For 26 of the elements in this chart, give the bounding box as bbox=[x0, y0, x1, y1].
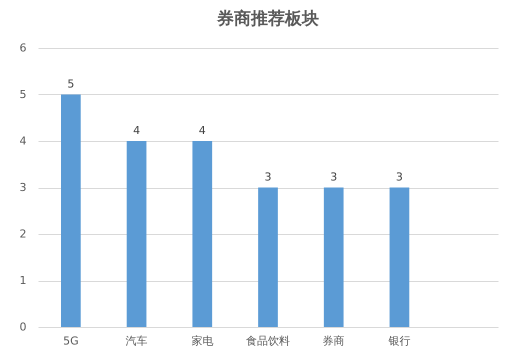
bar bbox=[126, 141, 146, 327]
data-label: 3 bbox=[264, 170, 272, 184]
x-tick-label: 食品饮料 bbox=[246, 334, 290, 348]
y-tick-label: 0 bbox=[20, 320, 26, 334]
data-label: 4 bbox=[198, 124, 206, 137]
data-label: 5 bbox=[67, 78, 74, 90]
y-tick-label: 5 bbox=[20, 88, 26, 101]
data-label: 4 bbox=[133, 124, 140, 137]
x-tick-label: 券商 bbox=[322, 334, 345, 348]
x-tick-label: 汽车 bbox=[126, 334, 148, 348]
y-tick-label: 6 bbox=[20, 42, 26, 54]
data-label: 3 bbox=[330, 170, 338, 184]
bar bbox=[258, 188, 278, 327]
bar bbox=[61, 94, 81, 327]
bar bbox=[192, 141, 212, 327]
bar bbox=[324, 188, 344, 327]
x-tick-label: 5G bbox=[63, 334, 79, 348]
x-tick-label: 家电 bbox=[191, 334, 214, 348]
chart-title: 券商推荐板块 bbox=[216, 9, 319, 29]
y-tick-label: 4 bbox=[20, 134, 26, 148]
bar bbox=[390, 188, 410, 327]
data-label: 3 bbox=[396, 170, 403, 184]
y-tick-label: 2 bbox=[20, 228, 26, 240]
x-tick-label: 银行 bbox=[387, 334, 410, 348]
y-tick-label: 3 bbox=[20, 181, 26, 194]
y-tick-label: 1 bbox=[20, 274, 26, 287]
